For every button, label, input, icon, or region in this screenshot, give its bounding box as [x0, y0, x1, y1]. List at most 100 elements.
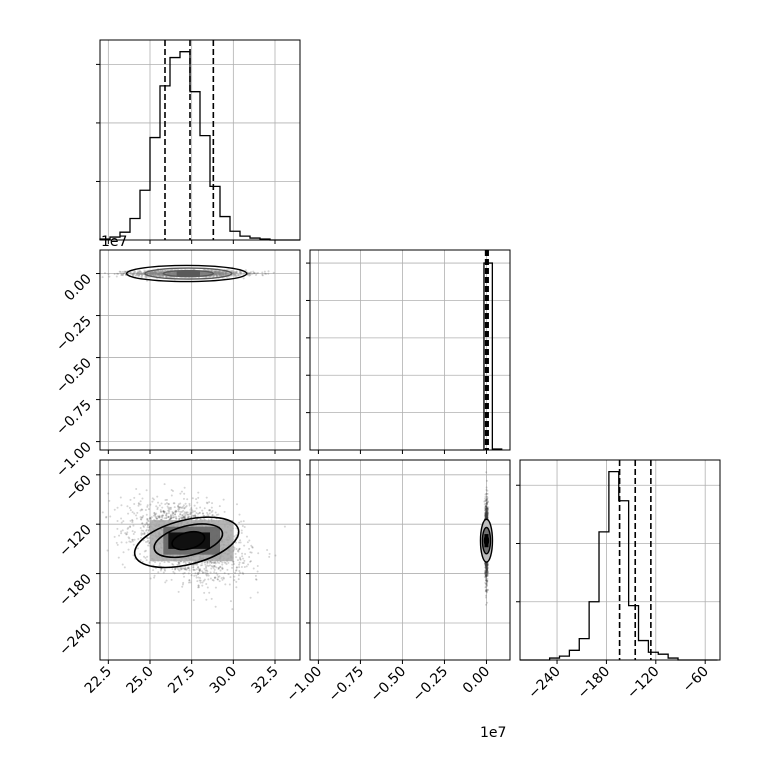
scatter-point-0-1	[137, 271, 140, 274]
scatter-point-0-2	[243, 566, 246, 569]
scatter-point-0-1	[232, 271, 235, 274]
scatter-point-0-1	[148, 273, 151, 276]
scatter-point-0-2	[217, 576, 220, 579]
scatter-point-0-1	[155, 271, 158, 274]
scatter-point-0-2	[202, 512, 205, 515]
scatter-point-0-1	[214, 271, 217, 274]
scatter-point-0-2	[239, 557, 242, 560]
scatter-point-0-2	[140, 518, 143, 521]
scatter-point-0-1	[204, 272, 207, 275]
scatter-point-0-2	[151, 500, 154, 503]
scatter-point-0-2	[199, 564, 202, 567]
scatter-point-0-1	[233, 270, 236, 273]
scatter-point-0-2	[196, 580, 199, 583]
scatter-point-0-1	[218, 272, 221, 275]
scatter-point-0-2	[211, 565, 214, 568]
scatter-point-0-2	[145, 559, 148, 562]
scatter-point-0-2	[143, 555, 146, 558]
scatter-point-0-1	[200, 273, 203, 276]
scatter-point-0-2	[203, 561, 206, 564]
scatter-point-0-1	[136, 271, 139, 274]
scatter-point-0-2	[219, 565, 222, 568]
scatter-point-0-1	[173, 272, 176, 275]
scatter-point-0-1	[207, 272, 210, 275]
scatter-point-0-1	[172, 273, 175, 276]
scatter-point-0-2	[163, 511, 166, 514]
scatter-point-0-1	[200, 272, 203, 275]
scatter-point-0-2	[196, 563, 199, 566]
scatter-point-0-2	[199, 506, 202, 509]
scatter-point-0-2	[128, 506, 131, 509]
scatter-point-0-2	[158, 514, 161, 517]
scatter-point-0-2	[213, 564, 216, 567]
scatter-point-0-2	[187, 561, 190, 564]
scatter-point-0-1	[232, 272, 235, 275]
scatter-point-0-2	[192, 514, 195, 517]
scatter-point-0-1	[137, 274, 140, 277]
scatter-point-0-2	[147, 520, 150, 523]
scatter-point-0-2	[154, 513, 157, 516]
scatter-point-0-1	[228, 269, 231, 272]
scatter-point-0-2	[187, 567, 190, 570]
scatter-point-0-1	[249, 272, 252, 275]
scatter-point-0-1	[226, 272, 229, 275]
scatter-point-0-1	[167, 272, 170, 275]
scatter-point-0-1	[154, 273, 157, 276]
scatter-point-0-1	[161, 273, 164, 276]
scatter-point-0-2	[255, 578, 258, 581]
scatter-point-0-1	[156, 274, 159, 277]
scatter-point-0-2	[208, 509, 211, 512]
scatter-point-0-2	[198, 579, 201, 582]
scatter-point-0-2	[105, 515, 108, 518]
scatter-point-0-1	[221, 273, 224, 276]
scatter-point-0-2	[222, 498, 225, 501]
scatter-point-0-2	[171, 516, 174, 519]
scatter-point-0-1	[242, 273, 245, 276]
contour-0-1-1	[144, 267, 233, 280]
scatter-point-0-1	[199, 271, 202, 274]
scatter-point-0-2	[139, 559, 142, 562]
scatter-point-0-2	[192, 568, 195, 571]
scatter-point-0-2	[183, 486, 186, 489]
scatter-point-0-2	[168, 510, 171, 513]
scatter-point-0-2	[153, 574, 156, 577]
scatter-point-0-1	[213, 270, 216, 273]
scatter-point-0-1	[137, 274, 140, 277]
scatter-point-0-2	[213, 561, 216, 564]
scatter-point-0-2	[266, 548, 269, 551]
scatter-point-0-1	[200, 271, 203, 274]
scatter-point-0-2	[171, 512, 174, 515]
scatter-point-0-2	[135, 487, 138, 490]
scatter-point-0-2	[116, 543, 119, 546]
scatter-point-0-1	[150, 271, 153, 274]
scatter-point-0-2	[148, 517, 151, 520]
scatter-point-0-2	[198, 511, 201, 514]
scatter-point-0-2	[167, 515, 170, 518]
scatter-point-0-1	[218, 270, 221, 273]
scatter-point-0-1	[213, 274, 216, 277]
scatter-point-0-1	[136, 272, 139, 275]
scatter-point-0-1	[170, 272, 173, 275]
scatter-point-0-2	[197, 576, 200, 579]
scatter-point-0-1	[206, 269, 209, 272]
scatter-point-0-2	[131, 518, 134, 521]
scatter-point-0-2	[209, 577, 212, 580]
scatter-point-0-2	[137, 502, 140, 505]
scatter-point-0-1	[218, 274, 221, 277]
scatter-point-0-2	[133, 512, 136, 515]
scatter-point-0-1	[150, 273, 153, 276]
scatter-point-0-1	[172, 272, 175, 275]
scatter-point-0-1	[226, 273, 229, 276]
scatter-point-0-2	[177, 561, 180, 564]
scatter-point-0-1	[243, 271, 246, 274]
scatter-point-0-1	[201, 272, 204, 275]
scatter-point-0-1	[160, 271, 163, 274]
scatter-point-0-1	[218, 272, 221, 275]
scatter-point-0-1	[213, 275, 216, 278]
scatter-point-0-2	[155, 517, 158, 520]
scatter-point-0-1	[224, 272, 227, 275]
scatter-point-0-1	[123, 270, 126, 273]
scatter-point-0-1	[200, 272, 203, 275]
scatter-point-0-1	[171, 271, 174, 274]
scatter-point-0-2	[197, 566, 200, 569]
